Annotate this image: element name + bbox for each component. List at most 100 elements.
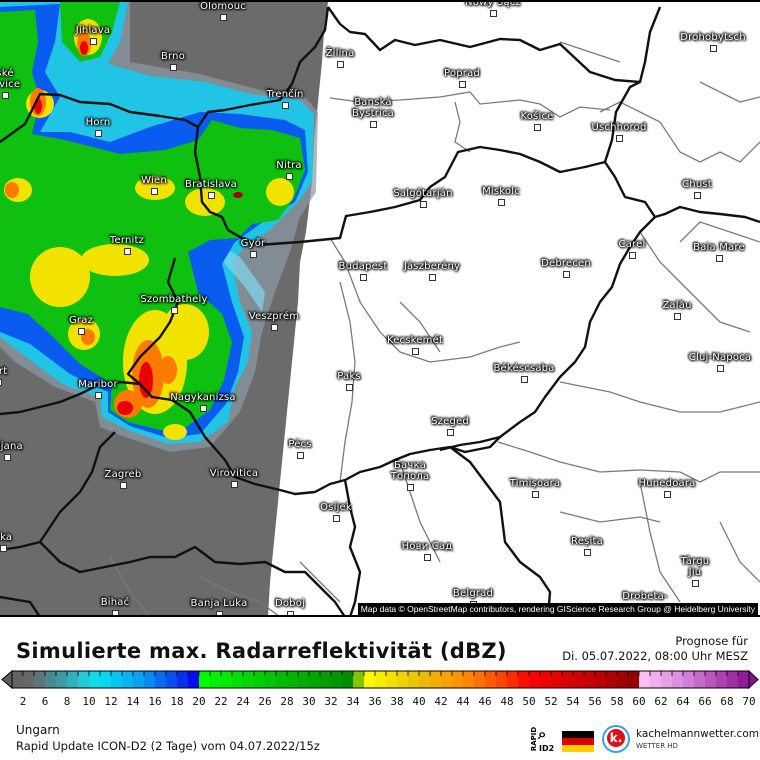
scale-segment bbox=[144, 671, 156, 688]
city-label: Timișoara bbox=[509, 478, 561, 489]
city-marker-icon bbox=[271, 324, 278, 331]
scale-segment bbox=[540, 671, 552, 688]
scale-segment bbox=[276, 671, 288, 688]
magnifier-icon: ⌕ bbox=[538, 725, 547, 743]
city-marker-icon bbox=[0, 545, 7, 552]
scale-label: 10 bbox=[82, 695, 96, 708]
city-marker-icon bbox=[231, 481, 238, 488]
city-marker-icon bbox=[250, 251, 257, 258]
city-marker-icon bbox=[112, 610, 119, 615]
city-label: Bihać bbox=[100, 597, 130, 608]
city-marker-icon bbox=[717, 365, 724, 372]
scale-segment bbox=[23, 671, 35, 688]
kachelmann-logo-icon: k. bbox=[602, 725, 630, 753]
city-marker-icon bbox=[120, 482, 127, 489]
scale-label: 32 bbox=[324, 695, 338, 708]
scale-segment bbox=[56, 671, 68, 688]
scale-segment bbox=[111, 671, 123, 688]
city-marker-icon bbox=[629, 252, 636, 259]
city-label: Miskolc bbox=[482, 186, 520, 197]
city-marker-icon bbox=[297, 452, 304, 459]
scale-segment bbox=[518, 671, 530, 688]
city-label: Jászberény bbox=[403, 261, 461, 272]
city-label: Horn bbox=[85, 117, 111, 128]
scale-segment bbox=[661, 671, 673, 688]
scale-label: 68 bbox=[720, 695, 734, 708]
scale-label: 62 bbox=[654, 695, 668, 708]
kachelmann-subtitle: WETTER HD bbox=[636, 742, 678, 750]
logos: RAPID ⌕ ID2 k. kachelmannwetter.com WETT… bbox=[528, 725, 759, 757]
scale-label: 40 bbox=[412, 695, 426, 708]
scale-arrow-right bbox=[748, 669, 759, 690]
city-marker-icon bbox=[407, 484, 414, 491]
radar-cyan-streak bbox=[215, 242, 265, 312]
city-marker-icon bbox=[95, 130, 102, 137]
city-label: Carei bbox=[618, 239, 646, 250]
german-flag-icon bbox=[562, 731, 594, 752]
kachelmann-site-name[interactable]: kachelmannwetter.com bbox=[636, 728, 759, 740]
scale-label: 58 bbox=[610, 695, 624, 708]
city-label: Osijek bbox=[320, 502, 352, 513]
city-label: eka bbox=[0, 532, 13, 543]
scale-segment bbox=[364, 671, 376, 688]
scale-segment bbox=[562, 671, 574, 688]
city-marker-icon bbox=[124, 248, 131, 255]
forecast-label: Prognose für bbox=[675, 634, 748, 648]
city-marker-icon bbox=[337, 61, 344, 68]
city-label: Chust bbox=[682, 179, 712, 190]
city-marker-icon bbox=[692, 580, 699, 587]
city-marker-icon bbox=[286, 173, 293, 180]
city-label: Drobeta- bbox=[622, 591, 668, 602]
scale-segment bbox=[78, 671, 90, 688]
scale-segment bbox=[628, 671, 640, 688]
model-run-info: Rapid Update ICON-D2 (2 Tage) vom 04.07.… bbox=[16, 739, 320, 753]
scale-segment bbox=[386, 671, 398, 688]
city-marker-icon bbox=[424, 554, 431, 561]
city-marker-icon bbox=[2, 92, 9, 99]
scale-label: 46 bbox=[478, 695, 492, 708]
scale-segment bbox=[298, 671, 310, 688]
city-label: Nowy Sącz bbox=[465, 0, 521, 8]
scale-segment bbox=[375, 671, 387, 688]
scale-segment bbox=[221, 671, 233, 688]
scale-segment bbox=[397, 671, 409, 688]
scale-segment bbox=[485, 671, 497, 688]
scale-segment bbox=[353, 671, 365, 688]
city-label: Reșita bbox=[571, 536, 603, 547]
scale-label: 28 bbox=[280, 695, 294, 708]
city-label: Brno bbox=[160, 51, 186, 62]
city-label: Ternitz bbox=[109, 235, 145, 246]
radar-map[interactable]: Olomouc Jihlava Brno ské jovice Horn Trenčín W… bbox=[0, 0, 760, 617]
city-marker-icon bbox=[95, 392, 102, 399]
city-marker-icon bbox=[534, 124, 541, 131]
scale-label: 14 bbox=[126, 695, 140, 708]
scale-label: 34 bbox=[346, 695, 360, 708]
scale-label: 60 bbox=[632, 695, 646, 708]
city-marker-icon bbox=[220, 14, 227, 21]
city-label: Baia Mare bbox=[693, 242, 745, 253]
forecast-time: Di. 05.07.2022, 08:00 Uhr MESZ bbox=[562, 649, 748, 663]
city-label: Košice bbox=[520, 111, 554, 122]
city-marker-icon bbox=[664, 491, 671, 498]
scale-segment bbox=[243, 671, 255, 688]
city-label: Banja Luka bbox=[190, 598, 248, 609]
scale-segment bbox=[474, 671, 486, 688]
city-label: Hunedoara bbox=[638, 478, 696, 489]
city-marker-icon bbox=[360, 274, 367, 281]
city-marker-icon bbox=[447, 429, 454, 436]
city-label: Nagykanizsa bbox=[170, 392, 236, 403]
scale-segment bbox=[199, 671, 211, 688]
scale-label: 30 bbox=[302, 695, 316, 708]
city-label: Zalău bbox=[662, 300, 692, 311]
city-label: Maribor bbox=[78, 379, 118, 390]
city-label: Belgrad bbox=[452, 588, 494, 599]
city-marker-icon bbox=[0, 379, 2, 386]
scale-segment bbox=[617, 671, 629, 688]
scale-label: 2 bbox=[19, 695, 27, 708]
scale-segment bbox=[463, 671, 475, 688]
city-label: Doboj bbox=[274, 598, 306, 609]
scale-segment bbox=[45, 671, 57, 688]
scale-label: 38 bbox=[390, 695, 404, 708]
city-label: furt bbox=[0, 366, 8, 377]
scale-segment bbox=[595, 671, 607, 688]
